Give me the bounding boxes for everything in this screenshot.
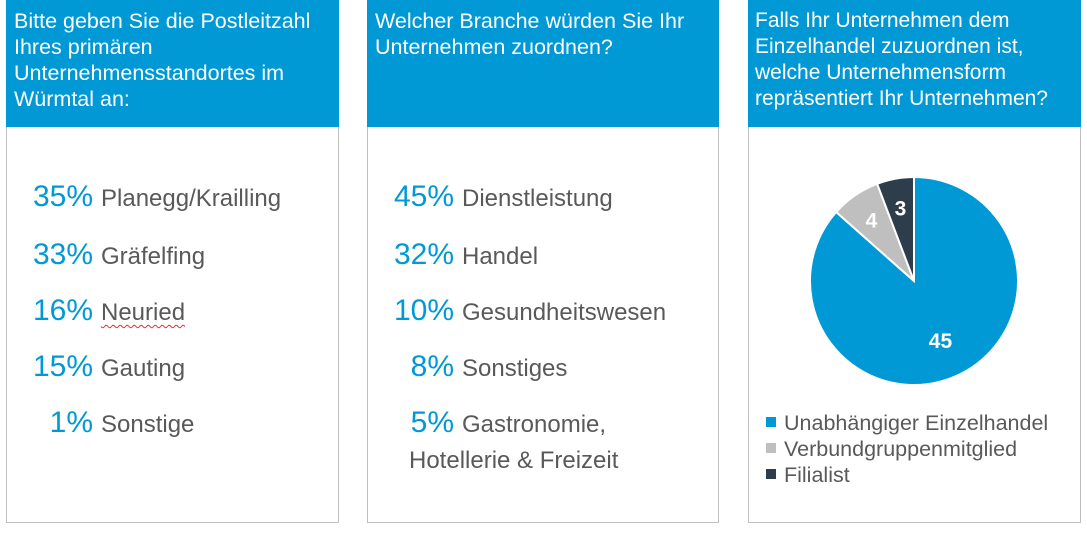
- list-item: 16% Neuried: [7, 294, 185, 328]
- item-label: Neuried: [101, 299, 186, 326]
- panel-unternehmensform: Falls Ihr Unternehmen dem Einzelhandel z…: [748, 0, 1081, 523]
- panel-branche: Welcher Branche würden Sie Ihr Unternehm…: [367, 0, 719, 523]
- pie-slice-label: 3: [895, 197, 907, 220]
- list-item: 1% Sonstige: [7, 406, 195, 440]
- legend-swatch: [766, 443, 776, 454]
- legend-swatch: [766, 417, 776, 428]
- legend-item: Filialist: [766, 462, 1048, 488]
- item-label: Gauting: [101, 355, 186, 382]
- percent-value: 33%: [32, 238, 93, 271]
- list-item: 33% Gräfelfing: [7, 238, 205, 272]
- percent-value: 1%: [49, 406, 93, 439]
- legend-item: Verbundgruppenmitglied: [766, 436, 1048, 462]
- legend-item: Unabhängiger Einzelhandel: [766, 410, 1048, 436]
- percent-value: 35%: [32, 180, 93, 213]
- panel-postleitzahl: Bitte geben Sie die Postleitzahl Ihres p…: [6, 0, 339, 523]
- list-item: 8% Sonstiges: [368, 350, 568, 384]
- item-label: Handel: [462, 243, 539, 270]
- item-label: Gräfelfing: [101, 243, 206, 270]
- panel-postleitzahl-question: Bitte geben Sie die Postleitzahl Ihres p…: [6, 0, 339, 127]
- legend-label: Verbundgruppenmitglied: [784, 437, 1018, 461]
- percent-value: 15%: [32, 350, 93, 383]
- percent-value: 45%: [393, 180, 454, 213]
- percent-value: 10%: [393, 294, 454, 327]
- pie-slice: [875, 175, 915, 282]
- pie-slice-label: 45: [929, 330, 953, 353]
- percent-value: 16%: [32, 294, 93, 327]
- list-item: 15% Gauting: [7, 350, 185, 384]
- list-item: 10% Gesundheitswesen: [368, 294, 666, 328]
- pie-chart: 45 43: [809, 175, 1019, 386]
- list-item: 35% Planegg/Krailling: [7, 180, 281, 214]
- item-label: Gastronomie,: [462, 411, 607, 438]
- list-item: 45% Dienstleistung: [368, 180, 613, 214]
- percent-value: 32%: [393, 238, 454, 271]
- item-label: Dienstleistung: [462, 185, 613, 212]
- list-item: 5% Gastronomie,: [368, 406, 606, 440]
- item-label: Sonstige: [101, 411, 195, 438]
- legend-label: Filialist: [784, 463, 850, 487]
- list-item: 32% Handel: [368, 238, 538, 272]
- item-label-continued: Hotellerie & Freizeit: [409, 447, 619, 474]
- item-label: Planegg/Krailling: [101, 185, 282, 212]
- item-label: Sonstiges: [462, 355, 568, 382]
- pie-slice-label: 4: [866, 209, 878, 232]
- legend-swatch: [766, 469, 776, 480]
- chart-legend: Unabhängiger Einzelhandel Verbundgruppen…: [766, 410, 1048, 488]
- percent-value: 5%: [410, 406, 454, 439]
- panel-unternehmensform-question: Falls Ihr Unternehmen dem Einzelhandel z…: [748, 0, 1081, 127]
- percent-value: 8%: [410, 350, 454, 383]
- item-label: Gesundheitswesen: [462, 299, 667, 326]
- legend-label: Unabhängiger Einzelhandel: [784, 411, 1049, 435]
- panel-branche-question: Welcher Branche würden Sie Ihr Unternehm…: [367, 0, 719, 127]
